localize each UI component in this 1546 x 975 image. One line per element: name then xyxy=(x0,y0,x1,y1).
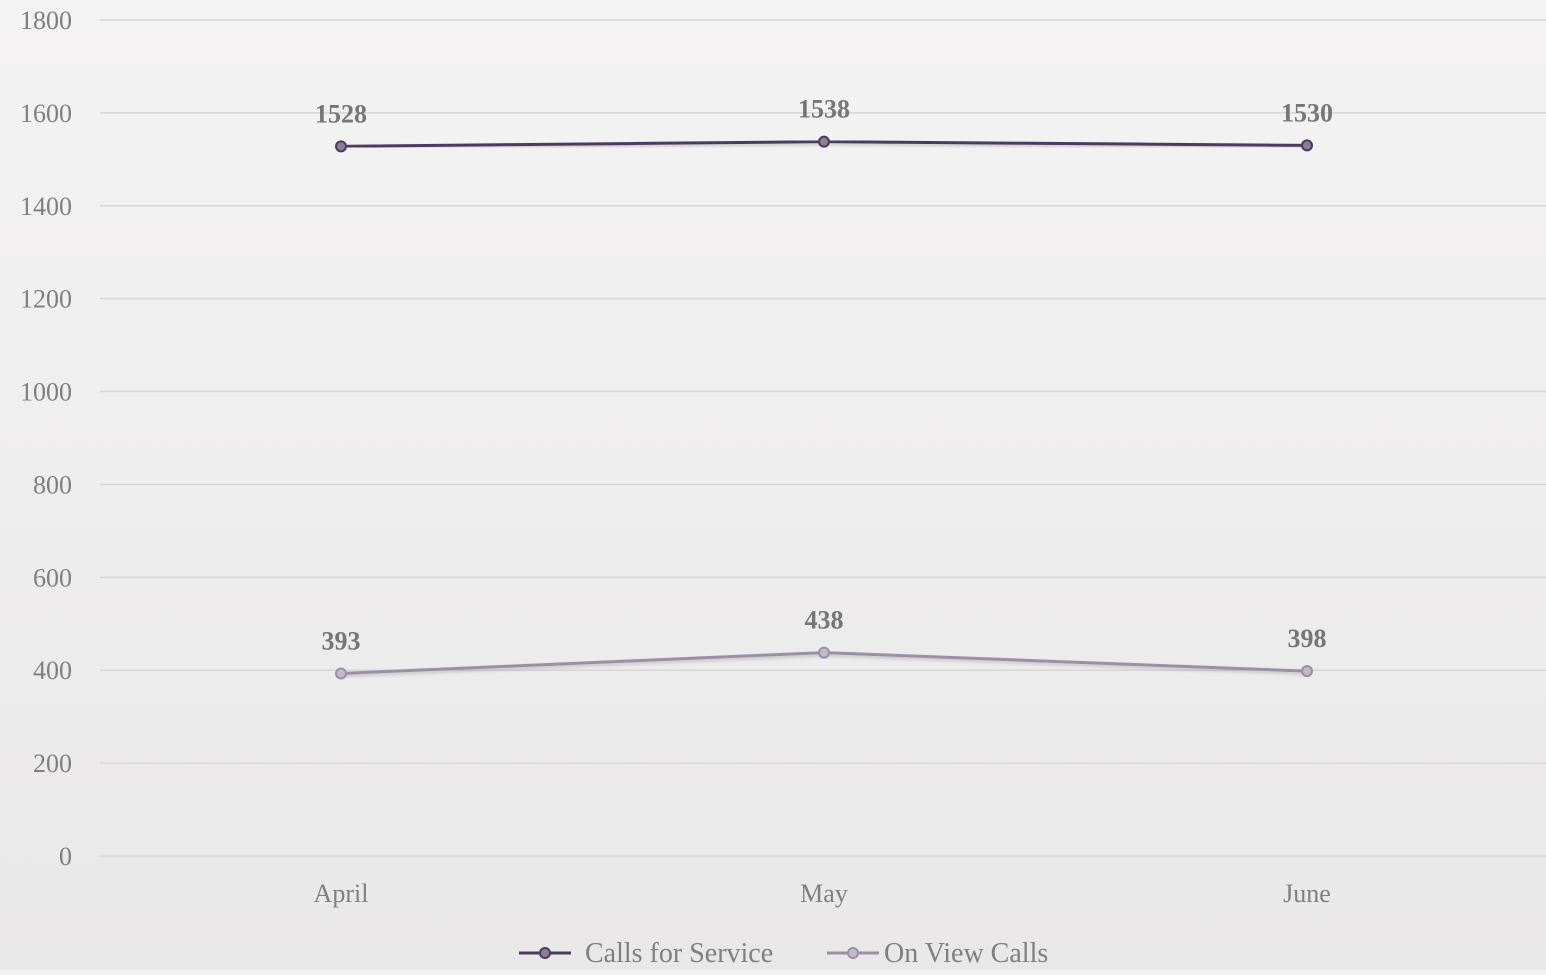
data-point-on-view-calls xyxy=(818,646,830,659)
data-label-calls-for-service: 1528 xyxy=(315,99,367,128)
y-tick-label: 400 xyxy=(33,656,72,685)
y-tick-label: 600 xyxy=(33,563,72,592)
y-tick-label: 0 xyxy=(59,842,72,871)
data-labels: 1528 1538 1530 393 438 398 xyxy=(315,95,1333,656)
legend: Calls for Service On View Calls xyxy=(519,938,1048,969)
x-category-label: May xyxy=(800,879,848,908)
y-tick-label: 1400 xyxy=(20,192,72,221)
y-tick-label: 1000 xyxy=(20,378,72,407)
data-label-calls-for-service: 1538 xyxy=(798,95,850,124)
y-tick-label: 1600 xyxy=(20,99,72,128)
data-label-on-view-calls: 438 xyxy=(805,606,844,635)
data-point-calls-for-service xyxy=(818,135,830,148)
y-tick-label: 800 xyxy=(33,470,72,499)
x-category-label: April xyxy=(314,879,369,908)
data-label-on-view-calls: 398 xyxy=(1288,624,1327,653)
data-label-on-view-calls: 393 xyxy=(322,626,361,655)
y-tick-label: 1200 xyxy=(20,285,72,314)
legend-item-calls-for-service: Calls for Service xyxy=(519,938,773,969)
y-tick-label: 1800 xyxy=(20,6,72,35)
x-axis-category-labels: April May June xyxy=(314,879,1331,908)
data-point-on-view-calls xyxy=(1301,665,1313,678)
data-point-calls-for-service xyxy=(1301,139,1313,152)
legend-swatch-marker xyxy=(847,947,859,959)
data-point-calls-for-service xyxy=(335,140,347,153)
legend-label: Calls for Service xyxy=(585,938,773,969)
data-point-on-view-calls xyxy=(335,667,347,680)
y-axis-tick-labels: 0 200 400 600 800 1000 1200 1400 1600 1800 xyxy=(20,6,72,871)
data-label-calls-for-service: 1530 xyxy=(1281,98,1333,127)
legend-swatch-marker xyxy=(539,947,551,959)
legend-item-on-view-calls: On View Calls xyxy=(827,938,1048,969)
series-lines xyxy=(335,135,1313,680)
y-tick-label: 200 xyxy=(33,749,72,778)
legend-label: On View Calls xyxy=(884,938,1048,969)
x-category-label: June xyxy=(1283,879,1331,908)
